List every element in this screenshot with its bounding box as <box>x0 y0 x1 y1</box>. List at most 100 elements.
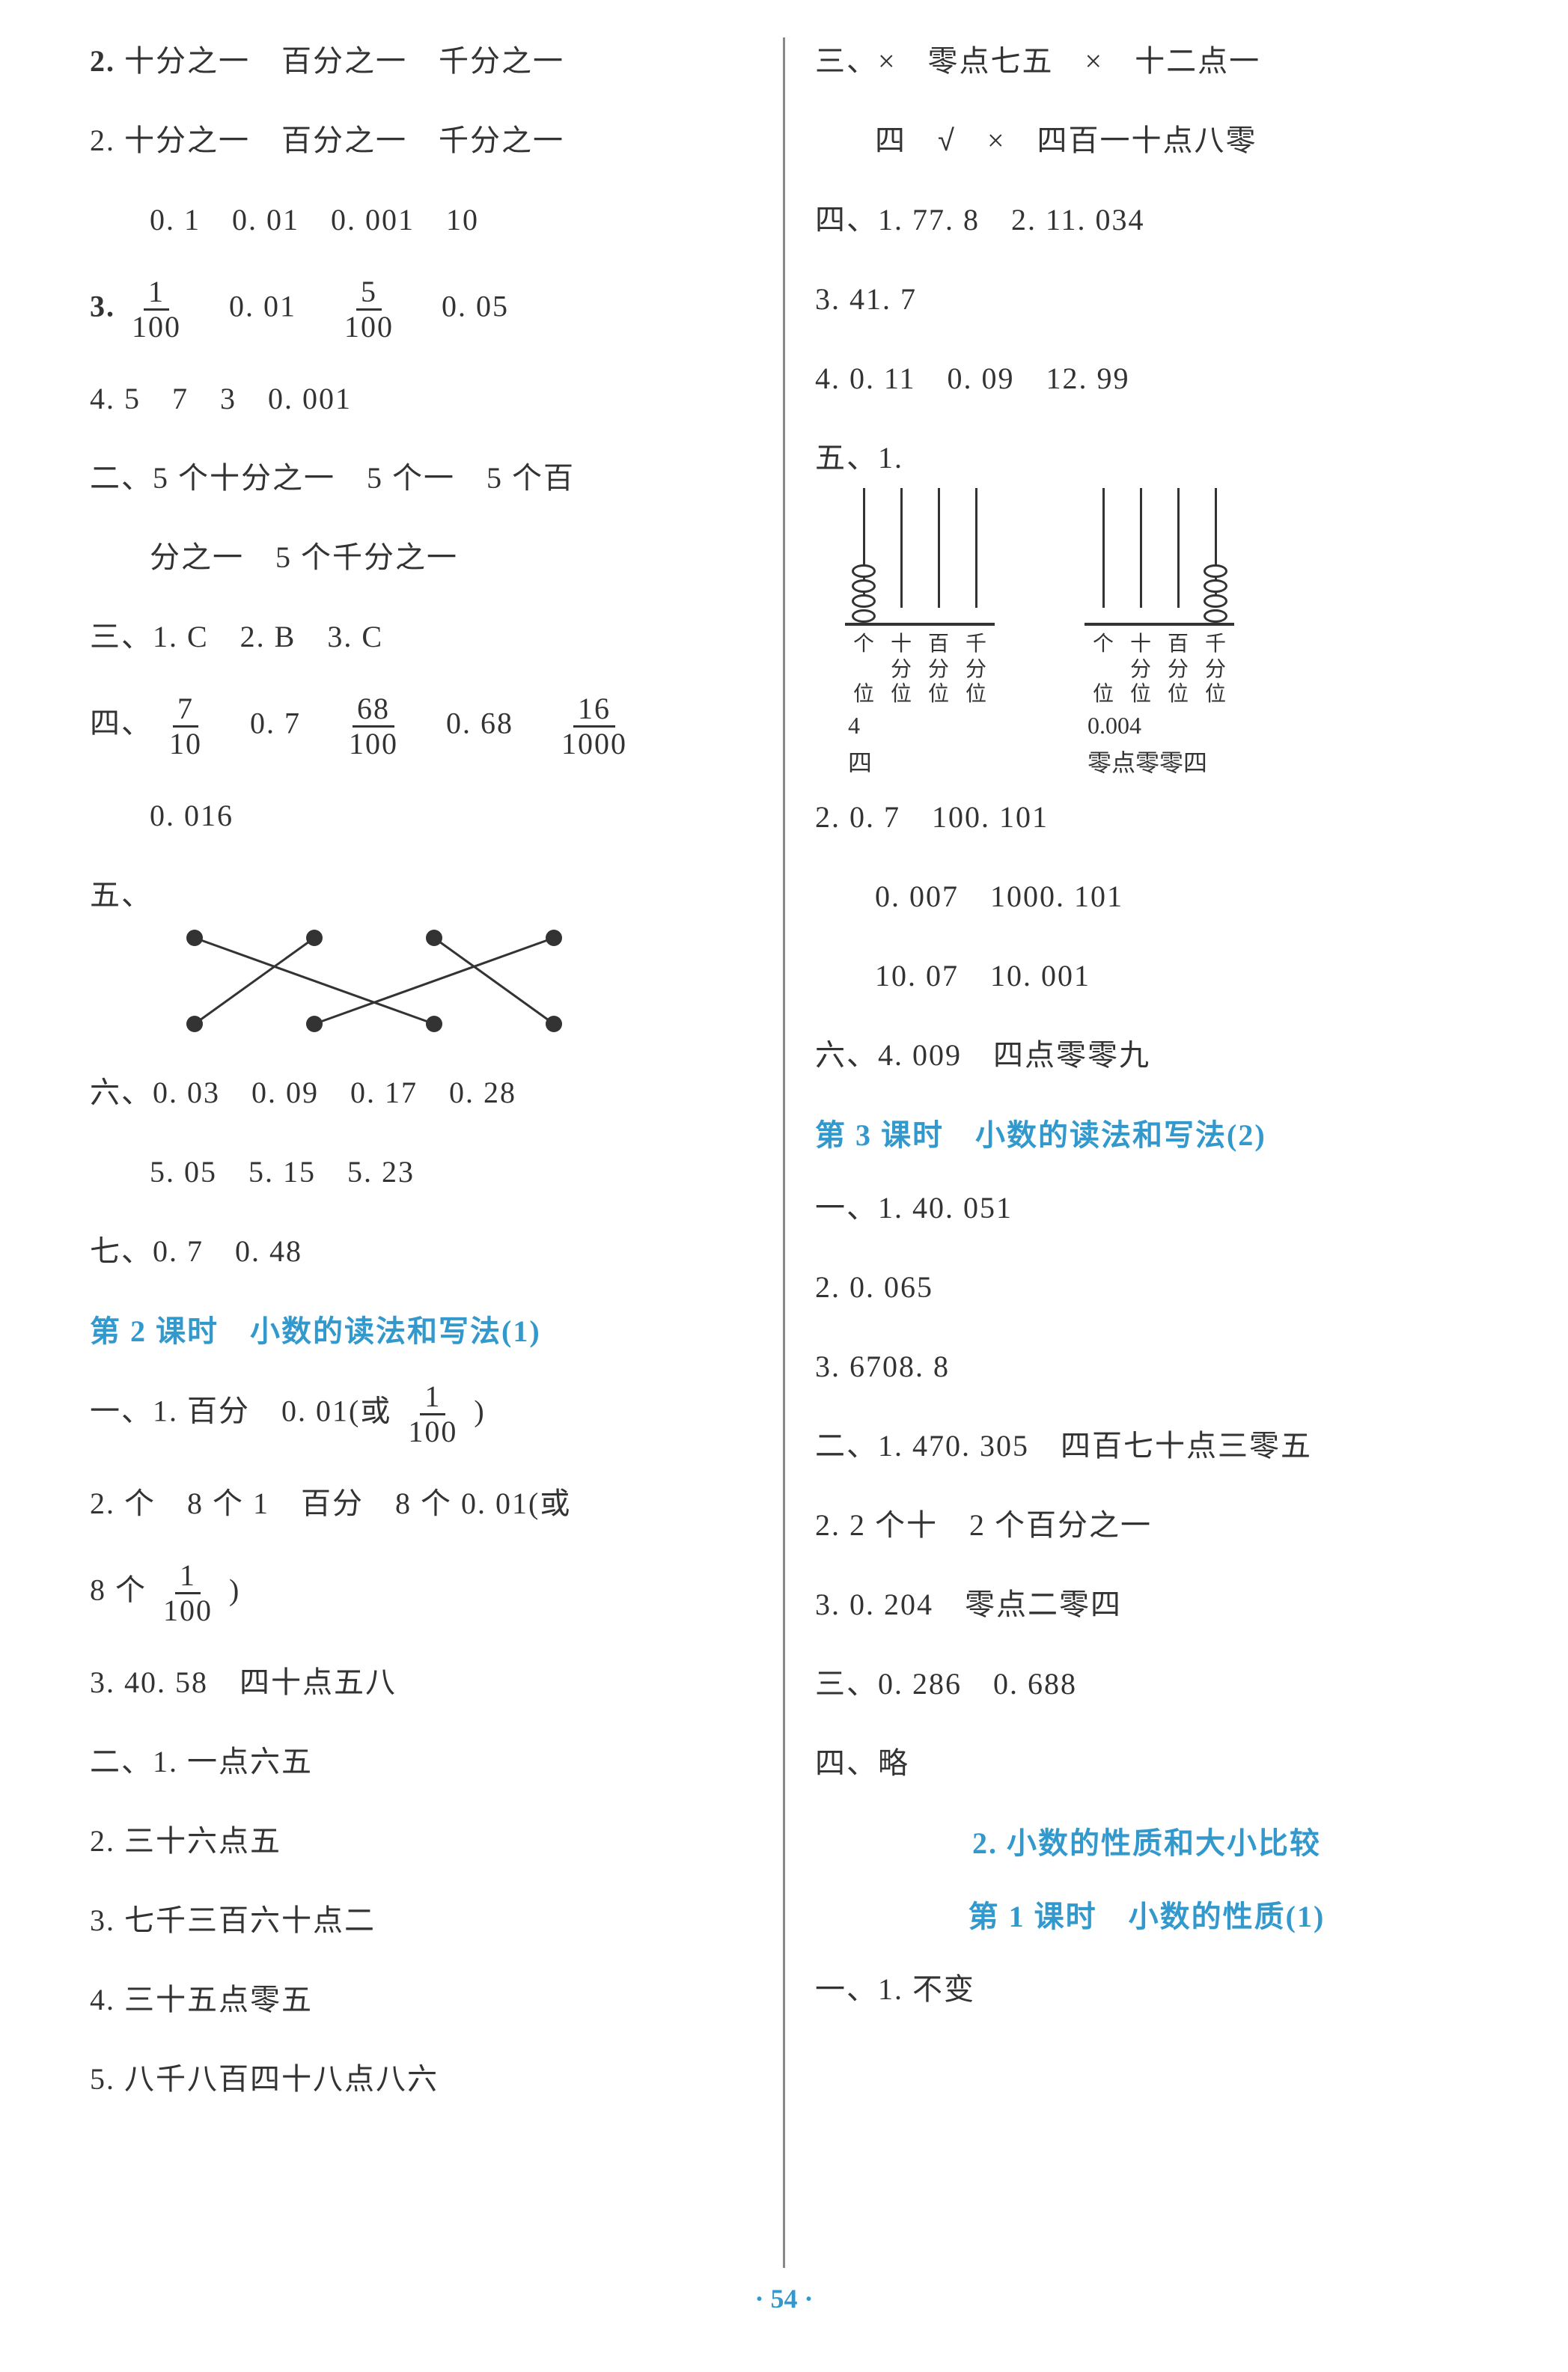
abacus-rod <box>845 488 882 623</box>
answer-line: 3. 七千三百六十点二 <box>90 1897 753 1945</box>
abacus-value: 0.004 <box>1087 712 1141 740</box>
answer-line: 分之一 5 个千分之一 <box>90 534 753 582</box>
fraction: 1100 <box>403 1380 462 1448</box>
answer-line: 四、1. 77. 8 2. 11. 034 <box>815 196 1478 244</box>
abacus-rod <box>920 488 957 623</box>
answer-line: 3. 1100 0. 01 5100 0. 05 <box>90 275 753 344</box>
abacus-labels: 个位 十分位 百分位 千分位 <box>1085 632 1234 707</box>
place-label: 千分位 <box>1197 632 1234 707</box>
abacus-rod <box>1085 488 1122 623</box>
answer-line: 3. 40. 58 四十点五八 <box>90 1659 753 1707</box>
answer-line: 三、0. 286 0. 688 <box>815 1660 1478 1708</box>
answer-line: 3. 41. 7 <box>815 275 1478 323</box>
abacus-reading: 四 <box>848 744 872 778</box>
place-label: 千分位 <box>957 632 995 707</box>
answer-text: 0. 05 <box>410 290 509 323</box>
fraction: 1100 <box>159 1559 217 1627</box>
section-label: 五、1. <box>815 434 1478 482</box>
answer-text: 8 个 <box>90 1573 147 1607</box>
rod-line <box>900 488 903 608</box>
place-label: 百分位 <box>1159 632 1197 707</box>
abacus-rods <box>845 488 995 623</box>
abacus-labels: 个位 十分位 百分位 千分位 <box>845 632 995 707</box>
answer-line: 二、1. 470. 305 四百七十点三零五 <box>815 1422 1478 1470</box>
answer-line: 5. 05 5. 15 5. 23 <box>90 1148 753 1196</box>
answer-line: 0. 1 0. 01 0. 001 10 <box>90 196 753 244</box>
item-number: 3. <box>90 290 124 323</box>
answer-text: 0. 68 <box>415 707 545 740</box>
denominator: 100 <box>403 1415 462 1448</box>
abacus-left: 个位 十分位 百分位 千分位 4 四 <box>845 488 995 778</box>
denominator: 10 <box>165 728 207 760</box>
abacus-bar <box>1085 623 1234 626</box>
answer-line: 3. 0. 204 零点二零四 <box>815 1581 1478 1629</box>
place-label: 个位 <box>845 632 882 707</box>
abacus-rods <box>1085 488 1234 623</box>
answer-line: 2. 三十六点五 <box>90 1817 753 1865</box>
numerator: 1 <box>420 1380 445 1415</box>
answer-line: 4. 0. 11 0. 09 12. 99 <box>815 355 1478 403</box>
lesson-heading: 第 2 课时 小数的读法和写法(1) <box>90 1307 753 1350</box>
answer-line: 0. 007 1000. 101 <box>815 873 1478 921</box>
answer-line: 四、 710 0. 7 68100 0. 68 161000 <box>90 692 753 760</box>
abacus-row: 个位 十分位 百分位 千分位 4 四 个位 十分位 百分位 千分位 0.004 <box>845 488 1478 778</box>
answer-line: 三、1. C 2. B 3. C <box>90 613 753 661</box>
answer-line: 5. 八千八百四十八点八六 <box>90 2055 753 2103</box>
abacus-bead <box>1204 579 1227 593</box>
denominator: 100 <box>344 728 403 760</box>
denominator: 100 <box>340 311 398 344</box>
answer-line: 七、0. 7 0. 48 <box>90 1228 753 1275</box>
answer-line: 8 个 1100 ) <box>90 1559 753 1627</box>
abacus-bead <box>852 579 876 593</box>
fraction: 68100 <box>344 692 403 760</box>
fraction: 161000 <box>557 692 632 760</box>
abacus-rod <box>1159 488 1197 623</box>
section-label: 四、 <box>90 707 153 740</box>
answer-line: 一、1. 百分 0. 01(或 1100 ) <box>90 1380 753 1448</box>
answer-line: 四 √ × 四百一十点八零 <box>815 117 1478 165</box>
answer-text: 一、1. 百分 0. 01(或 <box>90 1394 391 1428</box>
answer-line: 2. 0. 065 <box>815 1263 1478 1311</box>
rod-line <box>938 488 940 608</box>
numerator: 16 <box>573 692 615 728</box>
abacus-rod <box>957 488 995 623</box>
rod-line <box>1102 488 1105 608</box>
answer-line: 二、5 个十分之一 5 个一 5 个百 <box>90 454 753 502</box>
right-column: 三、× 零点七五 × 十二点一 四 √ × 四百一十点八零 四、1. 77. 8… <box>785 37 1501 2268</box>
denominator: 100 <box>159 1594 217 1627</box>
lesson-heading: 第 3 课时 小数的读法和写法(2) <box>815 1111 1478 1154</box>
rod-line <box>975 488 977 608</box>
abacus-bead <box>1204 594 1227 608</box>
answer-text: 四 <box>875 124 938 157</box>
answer-line: 四、略 <box>815 1740 1478 1787</box>
answer-line: 一、1. 不变 <box>815 1966 1478 2013</box>
place-label: 十分位 <box>882 632 920 707</box>
answer-line: 3. 6708. 8 <box>815 1343 1478 1391</box>
matching-svg <box>150 927 569 1039</box>
abacus-bead <box>1204 609 1227 623</box>
answer-text: 0. 7 <box>219 707 332 740</box>
answer-line: 六、0. 03 0. 09 0. 17 0. 28 <box>90 1069 753 1117</box>
answer-text: × 四百一十点八零 <box>956 124 1257 157</box>
answer-line: 2. 0. 7 100. 101 <box>815 793 1478 841</box>
fraction: 1100 <box>127 275 186 344</box>
abacus-rod <box>1197 488 1234 623</box>
answer-line: 2. 个 8 个 1 百分 8 个 0. 01(或 <box>90 1480 753 1528</box>
abacus-bar <box>845 623 995 626</box>
answer-line: 0. 016 <box>90 792 753 840</box>
fraction: 5100 <box>340 275 398 344</box>
abacus-rod <box>882 488 920 623</box>
check-icon: √ <box>938 124 956 157</box>
numerator: 5 <box>356 275 382 311</box>
matching-diagram <box>150 927 569 1039</box>
left-column: 2. 十分之一 百分之一 千分之一 document.querySelector… <box>67 37 783 2268</box>
abacus-reading: 零点零零四 <box>1087 744 1207 778</box>
numerator: 68 <box>353 692 394 728</box>
section-heading: 2. 小数的性质和大小比较 <box>815 1819 1478 1862</box>
denominator: 1000 <box>557 728 632 760</box>
section-label: 五、 <box>90 871 753 919</box>
page-number: · 54 · <box>67 2283 1501 2314</box>
numerator: 7 <box>173 692 198 728</box>
lesson-heading: 第 1 课时 小数的性质(1) <box>815 1892 1478 1936</box>
place-label: 十分位 <box>1122 632 1159 707</box>
